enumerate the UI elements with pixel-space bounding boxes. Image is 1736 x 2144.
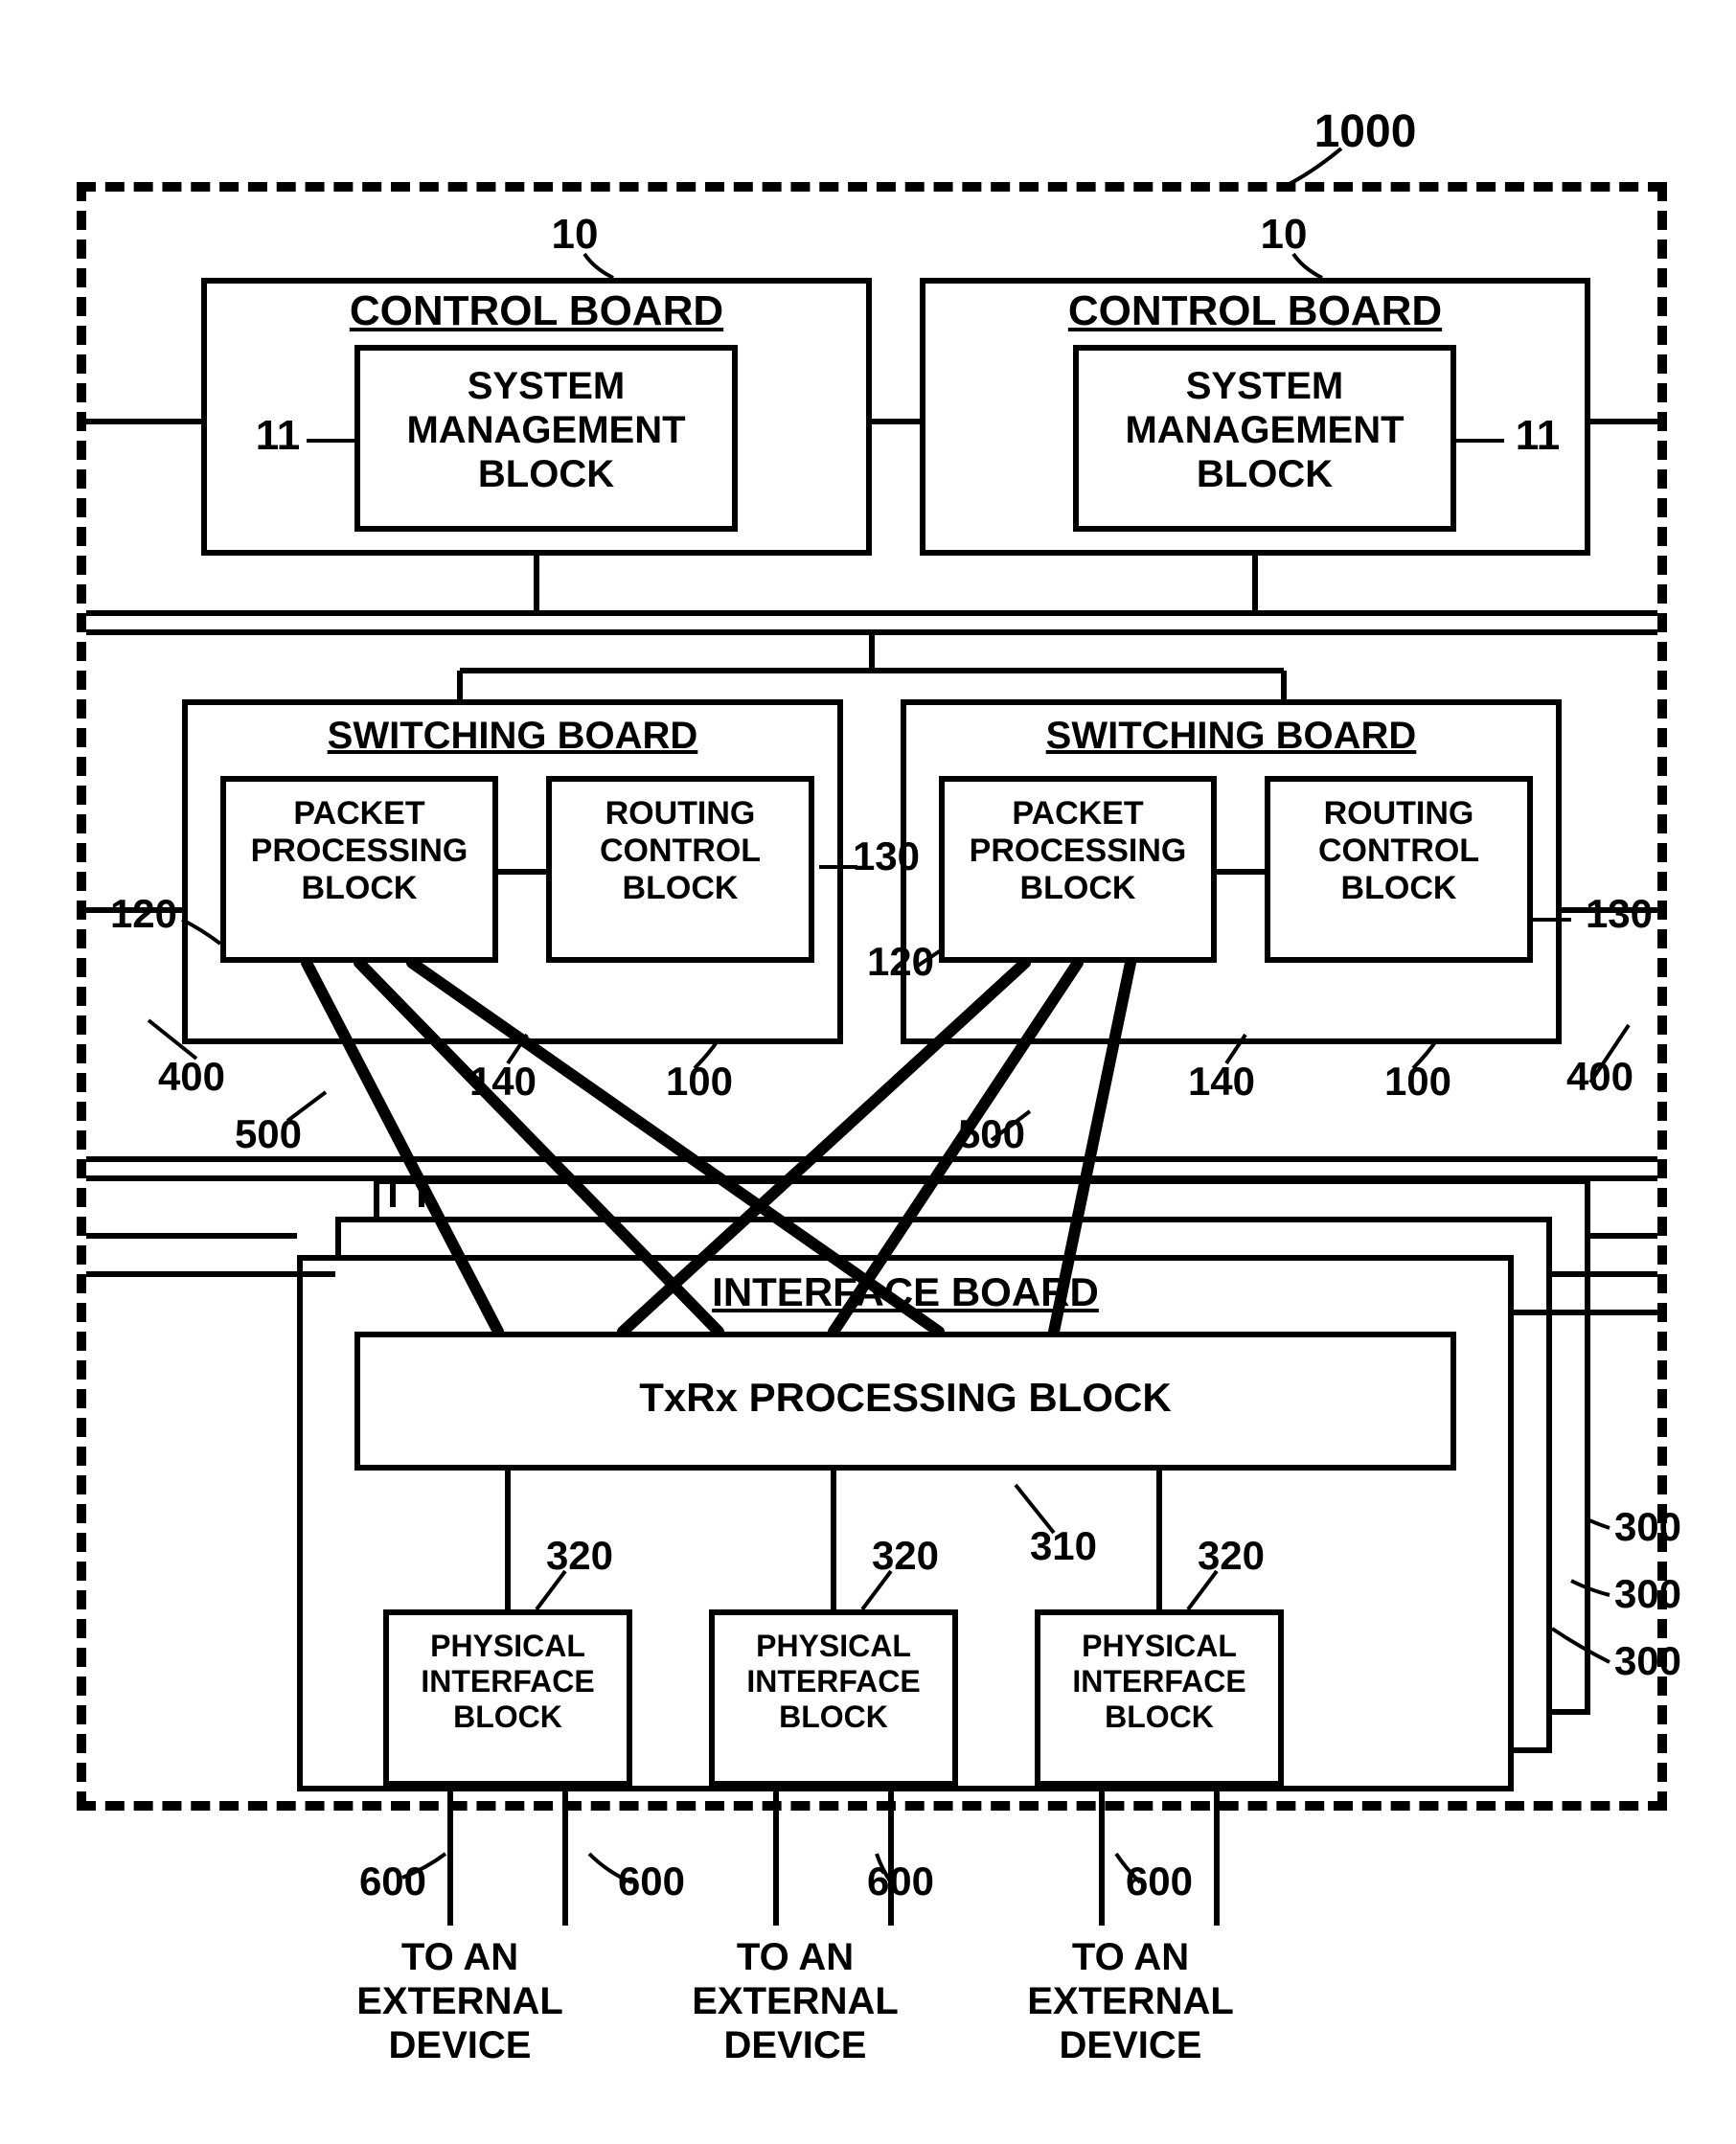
ref-400-right: 400 (1552, 1054, 1648, 1100)
ref-600-2: 600 (604, 1859, 699, 1905)
control-board-left-title: CONTROL BOARD (201, 287, 872, 336)
ref-320-3: 320 (1183, 1533, 1279, 1579)
phy-block-2-label: PHYSICAL INTERFACE BLOCK (709, 1629, 958, 1734)
control-board-right-title: CONTROL BOARD (920, 287, 1590, 336)
ref-600-4: 600 (1111, 1859, 1207, 1905)
ref-11-left: 11 (244, 412, 311, 461)
packet-block-left-label: PACKET PROCESSING BLOCK (220, 795, 498, 907)
ref-320-1: 320 (532, 1533, 628, 1579)
ref-300-1: 300 (1600, 1504, 1696, 1550)
switching-board-left-title: SWITCHING BOARD (182, 714, 843, 758)
ref-320-2: 320 (857, 1533, 953, 1579)
ext-label-3: TO AN EXTERNAL DEVICE (987, 1935, 1274, 2067)
diagram-canvas: CONTROL BOARD SYSTEM MANAGEMENT BLOCK CO… (0, 0, 1736, 2144)
ref-310: 310 (1016, 1523, 1111, 1569)
ext-label-1: TO AN EXTERNAL DEVICE (316, 1935, 604, 2067)
ext-label-2: TO AN EXTERNAL DEVICE (651, 1935, 939, 2067)
ref-300-2: 300 (1600, 1571, 1696, 1617)
routing-block-right-label: ROUTING CONTROL BLOCK (1265, 795, 1533, 907)
ref-1000: 1000 (1293, 105, 1437, 158)
phy-block-3-label: PHYSICAL INTERFACE BLOCK (1035, 1629, 1284, 1734)
packet-block-right-label: PACKET PROCESSING BLOCK (939, 795, 1217, 907)
ref-400-left: 400 (144, 1054, 240, 1100)
ref-10-left: 10 (537, 211, 613, 260)
ref-300-3: 300 (1600, 1638, 1696, 1684)
ref-10-right: 10 (1245, 211, 1322, 260)
ref-100-left: 100 (651, 1059, 747, 1105)
interface-board-title: INTERFACE BOARD (297, 1269, 1514, 1315)
ref-140-left: 140 (455, 1059, 551, 1105)
ref-140-right: 140 (1174, 1059, 1269, 1105)
ref-100-right: 100 (1370, 1059, 1466, 1105)
ref-600-1: 600 (345, 1859, 441, 1905)
routing-block-left-label: ROUTING CONTROL BLOCK (546, 795, 814, 907)
switching-board-right-title: SWITCHING BOARD (901, 714, 1562, 758)
sys-mgmt-left-label: SYSTEM MANAGEMENT BLOCK (354, 364, 738, 496)
ref-600-3: 600 (853, 1859, 948, 1905)
txrx-block-label: TxRx PROCESSING BLOCK (354, 1375, 1456, 1421)
ref-11-right: 11 (1504, 412, 1571, 461)
ref-130-left: 130 (838, 833, 934, 879)
ref-500-left: 500 (220, 1111, 316, 1157)
ref-120-right: 120 (853, 939, 948, 985)
ref-130-right: 130 (1571, 891, 1667, 937)
ref-500-right: 500 (944, 1111, 1039, 1157)
ref-120-left: 120 (96, 891, 192, 937)
sys-mgmt-right-label: SYSTEM MANAGEMENT BLOCK (1073, 364, 1456, 496)
phy-block-1-label: PHYSICAL INTERFACE BLOCK (383, 1629, 632, 1734)
